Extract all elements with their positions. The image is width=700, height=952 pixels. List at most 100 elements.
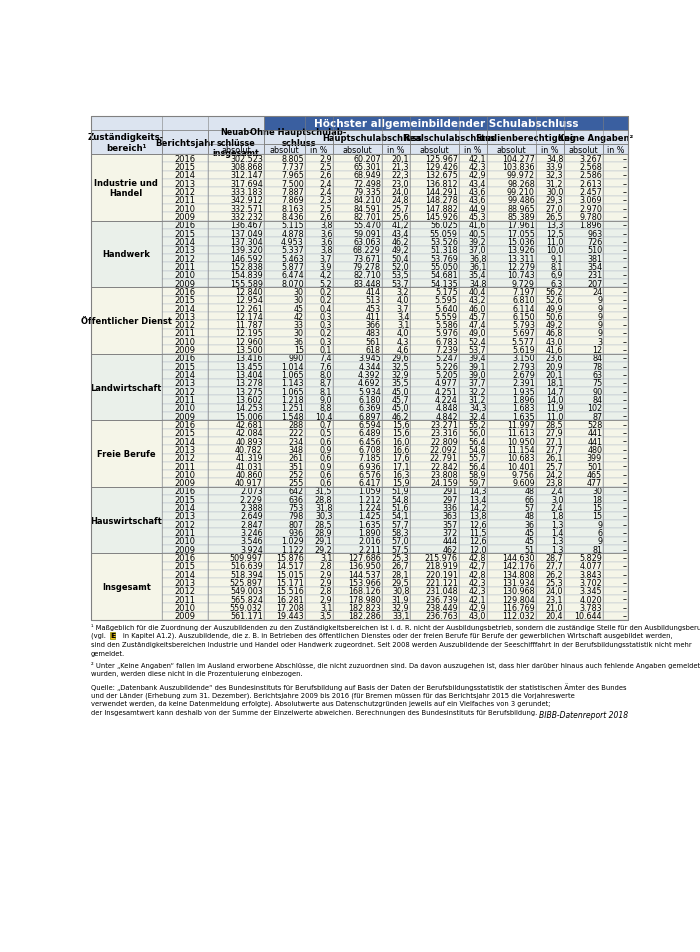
Bar [162,587,209,595]
Text: 29,1: 29,1 [315,537,332,545]
Text: 57,5: 57,5 [391,545,409,554]
Bar [264,247,304,255]
Text: –: – [623,288,626,297]
Bar [162,347,209,354]
Bar [536,438,564,446]
Text: Ohne Hauptschulab-
schluss: Ohne Hauptschulab- schluss [251,128,346,148]
Text: 2015: 2015 [174,163,195,172]
Bar [162,487,209,496]
Text: 136.950: 136.950 [348,562,381,570]
Text: 332.232: 332.232 [230,213,263,222]
Text: 2.388: 2.388 [240,504,263,512]
Text: 8.436: 8.436 [281,213,304,222]
Bar [603,421,628,429]
Bar [487,396,536,405]
Text: –: – [623,553,626,563]
Text: 23,8: 23,8 [546,479,564,487]
Text: 381: 381 [587,254,602,264]
Bar [382,354,410,363]
Text: 45: 45 [294,305,304,313]
Bar [209,545,264,554]
Text: 99.486: 99.486 [507,196,535,206]
Text: 1.212: 1.212 [358,495,381,505]
Text: 51: 51 [525,545,535,554]
Bar [162,130,209,155]
Bar [458,238,487,247]
Bar [487,595,536,604]
Bar [333,338,382,347]
Bar [487,446,536,454]
Bar [304,454,333,463]
Text: 45,0: 45,0 [392,404,410,413]
Text: 2009: 2009 [174,279,195,288]
Bar [410,263,458,271]
Text: 3.546: 3.546 [240,537,263,545]
Bar [487,612,536,620]
Text: 49,2: 49,2 [392,246,410,255]
Bar [162,545,209,554]
Text: 37,7: 37,7 [469,379,486,388]
Bar [304,213,333,222]
Bar [458,145,487,155]
Bar [333,496,382,504]
Bar [304,155,333,164]
Text: 33,9: 33,9 [546,163,564,172]
Text: 55.059: 55.059 [430,229,458,238]
Text: –: – [623,337,626,347]
Text: 5.619: 5.619 [512,346,535,355]
Text: 42,3: 42,3 [469,578,486,587]
Bar [382,145,410,155]
Text: 81: 81 [592,545,602,554]
Text: 2015: 2015 [174,296,195,305]
Text: 58,9: 58,9 [469,470,486,480]
Text: 302.523: 302.523 [230,154,263,164]
Text: 82.701: 82.701 [353,213,381,222]
Bar [162,512,209,521]
Bar [458,405,487,412]
Bar [382,255,410,263]
Text: 41.031: 41.031 [235,462,263,471]
Text: 53,7: 53,7 [392,279,410,288]
Bar [603,305,628,313]
Bar [304,405,333,412]
Text: 36,8: 36,8 [469,254,486,264]
Bar [536,180,564,188]
Bar [382,412,410,421]
Bar [487,579,536,587]
Bar [162,271,209,280]
Text: 5.463: 5.463 [281,254,304,264]
Text: 2014: 2014 [174,437,195,446]
Text: 2014: 2014 [174,570,195,579]
Bar [487,347,536,354]
Bar [110,632,116,639]
Text: 2013: 2013 [174,180,195,188]
Text: sind den Zuständigkeitsbereichen Industrie und Handel oder Handwerk zugeordnet. : sind den Zuständigkeitsbereichen Industr… [90,641,692,647]
Bar [162,479,209,487]
Bar [90,130,162,155]
Text: 1.122: 1.122 [281,545,304,554]
Text: 139.320: 139.320 [230,246,263,255]
Bar [264,496,304,504]
Text: 510: 510 [587,246,602,255]
Text: Industrie und
Handel: Industrie und Handel [94,178,158,198]
Bar [264,229,304,238]
Text: 9: 9 [597,329,602,338]
Bar [382,537,410,545]
Text: 12.954: 12.954 [235,296,263,305]
Text: 40.860: 40.860 [235,470,263,480]
Bar [209,229,264,238]
Text: 17,6: 17,6 [392,454,410,463]
Text: 25,3: 25,3 [546,578,564,587]
Text: 55.470: 55.470 [353,221,381,230]
Text: 19.443: 19.443 [276,611,304,621]
Text: 13.311: 13.311 [508,254,535,264]
Bar [410,354,458,363]
Text: 15.036: 15.036 [508,238,535,247]
Bar [333,454,382,463]
Bar [410,247,458,255]
Bar [603,271,628,280]
Bar [333,396,382,405]
Text: 2013: 2013 [174,312,195,322]
Text: 56,0: 56,0 [469,428,486,438]
Bar [264,363,304,371]
